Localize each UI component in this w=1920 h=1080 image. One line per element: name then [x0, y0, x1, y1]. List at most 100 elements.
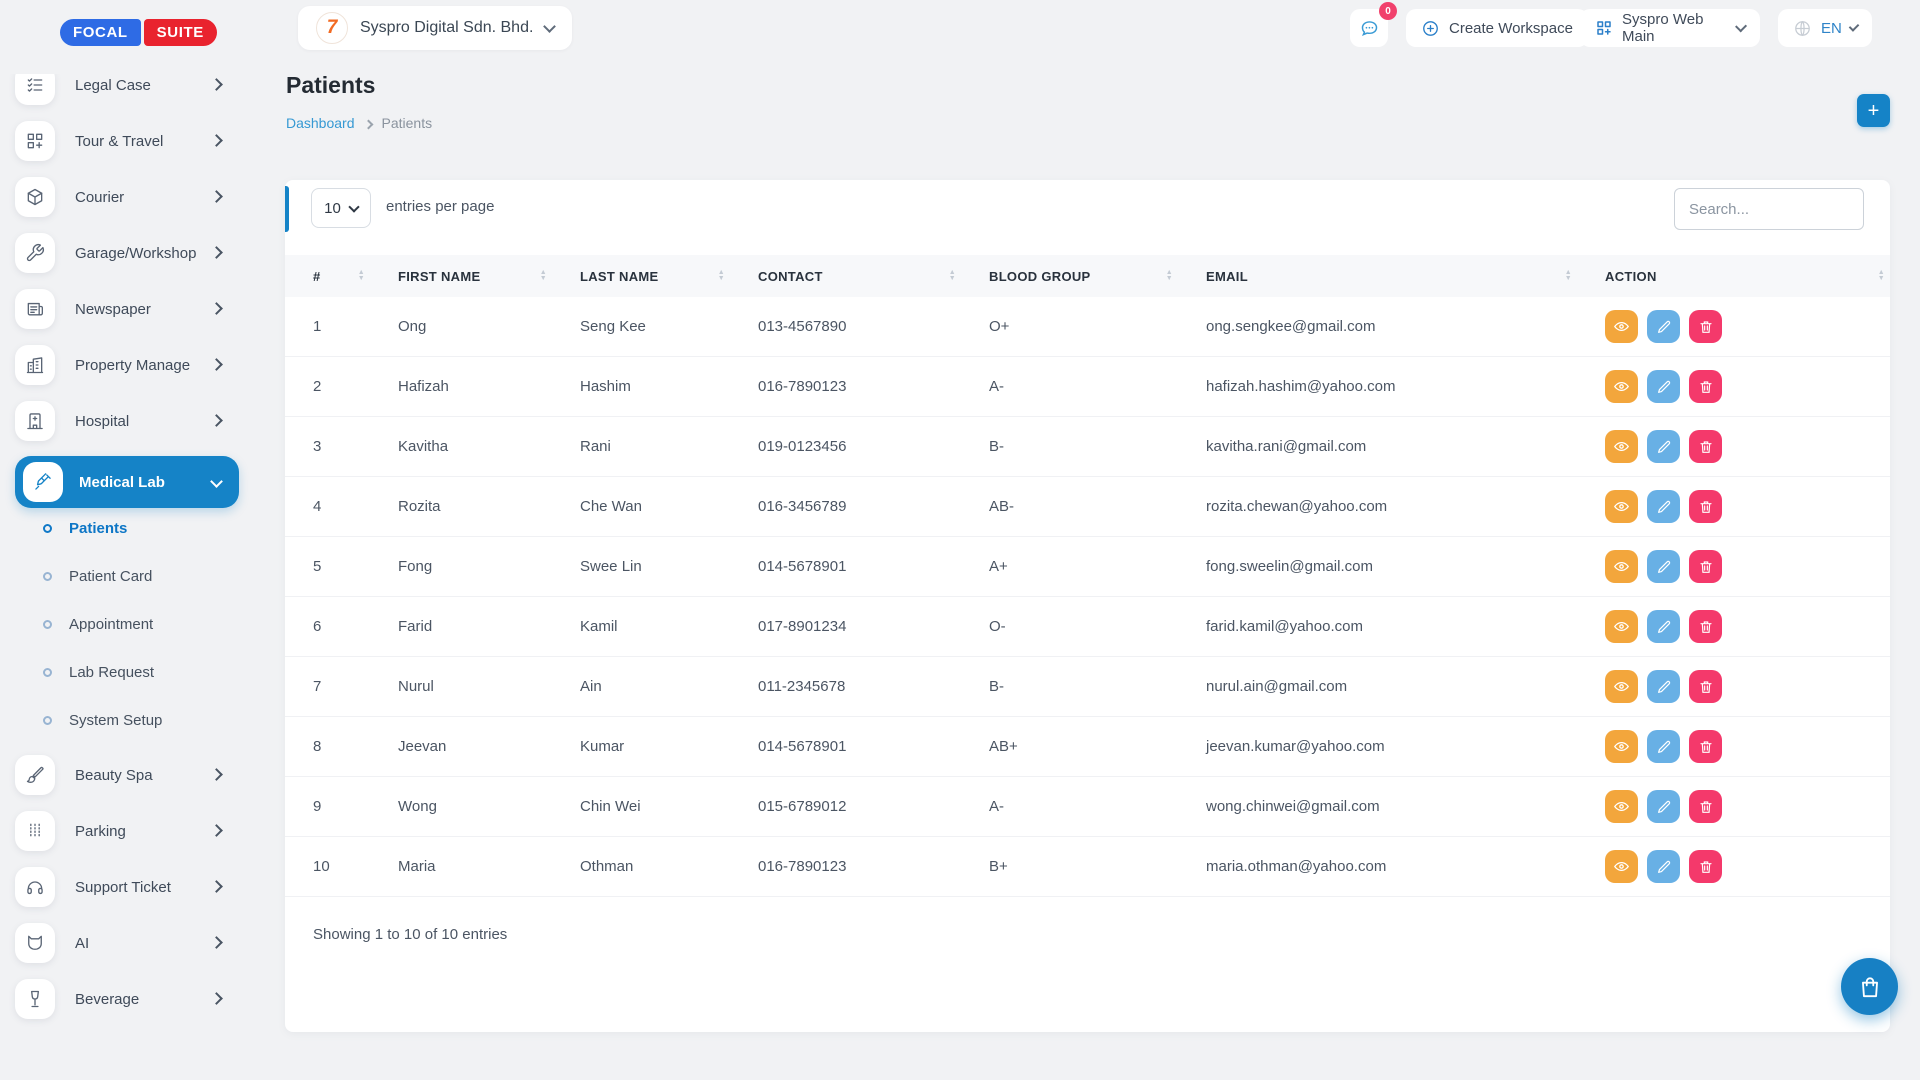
view-button[interactable] [1605, 370, 1638, 403]
view-button[interactable] [1605, 490, 1638, 523]
edit-button[interactable] [1647, 850, 1680, 883]
column-header-first-name[interactable]: FIRST NAME ▲ ▼ [370, 255, 552, 297]
app-menu-button[interactable]: Syspro Web Main [1580, 9, 1760, 47]
card-accent-bar [285, 186, 289, 232]
sidebar-subitem-system-setup[interactable]: System Setup [43, 706, 257, 734]
sort-icon[interactable]: ▲ ▼ [1165, 269, 1173, 282]
sidebar-item-tour-travel[interactable]: Tour & Travel [15, 120, 239, 162]
cell-no: 9 [285, 776, 370, 837]
view-button[interactable] [1605, 430, 1638, 463]
delete-button[interactable] [1689, 550, 1722, 583]
workspace-name: Syspro Digital Sdn. Bhd. [360, 19, 534, 36]
edit-button[interactable] [1647, 310, 1680, 343]
sidebar-item-hospital[interactable]: Hospital [15, 400, 239, 442]
search-input[interactable] [1674, 188, 1864, 230]
column-header-action[interactable]: ACTION ▲ ▼ [1577, 255, 1890, 297]
edit-button[interactable] [1647, 610, 1680, 643]
sidebar-item-label: Newspaper [75, 300, 151, 318]
edit-button[interactable] [1647, 550, 1680, 583]
delete-button[interactable] [1689, 670, 1722, 703]
delete-button[interactable] [1689, 370, 1722, 403]
sidebar-item-beauty-spa[interactable]: Beauty Spa [15, 754, 239, 796]
sidebar-subitem-lab-request[interactable]: Lab Request [43, 658, 257, 686]
edit-button[interactable] [1647, 790, 1680, 823]
sidebar-item-label: Beauty Spa [75, 766, 153, 784]
edit-button[interactable] [1647, 370, 1680, 403]
sidebar-item-property-manage[interactable]: Property Manage [15, 344, 239, 386]
chevron-right-icon [210, 76, 223, 94]
sort-icon[interactable]: ▲ ▼ [1564, 269, 1572, 282]
column-header-label: FIRST NAME [398, 268, 481, 284]
sort-icon[interactable]: ▲ ▼ [357, 269, 365, 282]
entries-per-page-value: 10 [324, 199, 341, 217]
bullet-icon [43, 715, 52, 725]
store-fab-button[interactable] [1841, 958, 1898, 1015]
edit-button[interactable] [1647, 430, 1680, 463]
sidebar-item-newspaper[interactable]: Newspaper [15, 288, 239, 330]
delete-button[interactable] [1689, 430, 1722, 463]
sidebar-item-medical-lab[interactable]: Medical Lab [15, 456, 239, 508]
cell-email: hafizah.hashim@yahoo.com [1178, 356, 1577, 417]
workspace-selector[interactable]: 7 Syspro Digital Sdn. Bhd. [298, 6, 573, 50]
sidebar-subitem-label: Appointment [69, 615, 154, 633]
eye-icon [1613, 798, 1630, 815]
sidebar-subitem-patient-card[interactable]: Patient Card [43, 562, 257, 590]
view-button[interactable] [1605, 730, 1638, 763]
cell-action [1577, 596, 1890, 657]
sidebar-subitem-patients[interactable]: Patients [43, 514, 257, 542]
sidebar-item-garage-workshop[interactable]: Garage/Workshop [15, 232, 239, 274]
language-selector[interactable]: EN [1778, 9, 1872, 47]
edit-button[interactable] [1647, 730, 1680, 763]
sort-icon[interactable]: ▲ ▼ [1877, 269, 1885, 282]
edit-button[interactable] [1647, 490, 1680, 523]
table-row: 5 Fong Swee Lin 014-5678901 A+ fong.sweelin@g… [285, 536, 1890, 597]
sidebar-item-parking[interactable]: Parking [15, 810, 239, 852]
pencil-icon [1656, 379, 1672, 395]
sidebar-item-support-ticket[interactable]: Support Ticket [15, 866, 239, 908]
sort-icon[interactable]: ▲ ▼ [717, 269, 725, 282]
chat-button[interactable]: 0 [1350, 2, 1397, 47]
view-button[interactable] [1605, 610, 1638, 643]
sidebar-submenu: Patients Patient Card Appointment Lab Reque… [0, 514, 257, 734]
language-label: EN [1821, 19, 1842, 37]
entries-per-page-select[interactable]: 10 [311, 188, 371, 228]
delete-button[interactable] [1689, 850, 1722, 883]
delete-button[interactable] [1689, 790, 1722, 823]
sidebar-item-courier[interactable]: Courier [15, 176, 239, 218]
column-header-contact[interactable]: CONTACT ▲ ▼ [730, 255, 961, 297]
cell-email: jeevan.kumar@yahoo.com [1178, 716, 1577, 777]
view-button[interactable] [1605, 670, 1638, 703]
focal-suite-logo[interactable]: FOCAL SUITE [60, 19, 217, 46]
add-patient-button[interactable]: + [1857, 94, 1890, 127]
sidebar-subitem-appointment[interactable]: Appointment [43, 610, 257, 638]
create-workspace-label: Create Workspace [1449, 19, 1573, 37]
cell-last-name: Chin Wei [552, 776, 730, 837]
delete-button[interactable] [1689, 730, 1722, 763]
cell-first-name: Rozita [370, 476, 552, 537]
sidebar-item-beverage[interactable]: Beverage [15, 978, 239, 1020]
column-header-email[interactable]: EMAIL ▲ ▼ [1178, 255, 1577, 297]
column-header-no[interactable]: # ▲ ▼ [285, 255, 370, 297]
eye-icon [1613, 618, 1630, 635]
create-workspace-button[interactable]: Create Workspace [1406, 9, 1588, 47]
delete-button[interactable] [1689, 490, 1722, 523]
sidebar-item-legal-case[interactable]: Legal Case [15, 74, 239, 106]
view-button[interactable] [1605, 550, 1638, 583]
sidebar: Legal Case Tour & Travel Courier Garage/Wor… [0, 74, 257, 1080]
cell-email: kavitha.rani@gmail.com [1178, 416, 1577, 477]
view-button[interactable] [1605, 790, 1638, 823]
view-button[interactable] [1605, 310, 1638, 343]
entries-per-page-label: entries per page [386, 198, 495, 215]
column-header-last-name[interactable]: LAST NAME ▲ ▼ [552, 255, 730, 297]
sort-icon[interactable]: ▲ ▼ [539, 269, 547, 282]
sidebar-item-label: Support Ticket [75, 878, 171, 896]
delete-button[interactable] [1689, 310, 1722, 343]
sort-icon[interactable]: ▲ ▼ [948, 269, 956, 282]
delete-button[interactable] [1689, 610, 1722, 643]
edit-button[interactable] [1647, 670, 1680, 703]
trash-icon [1698, 859, 1714, 875]
column-header-blood-group[interactable]: BLOOD GROUP ▲ ▼ [961, 255, 1178, 297]
view-button[interactable] [1605, 850, 1638, 883]
sidebar-item-ai[interactable]: AI [15, 922, 239, 964]
breadcrumb-dashboard-link[interactable]: Dashboard [286, 115, 355, 131]
